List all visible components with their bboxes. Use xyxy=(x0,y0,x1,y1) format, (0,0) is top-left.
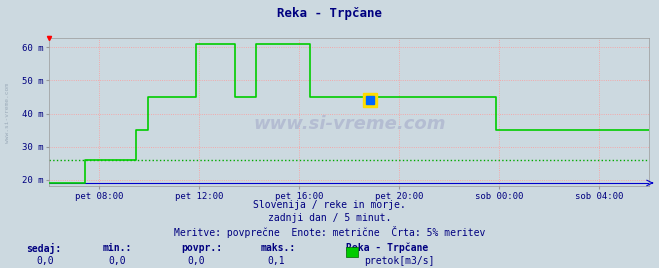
Text: 0,0: 0,0 xyxy=(36,256,54,266)
Text: pretok[m3/s]: pretok[m3/s] xyxy=(364,256,435,266)
Text: Slovenija / reke in morje.: Slovenija / reke in morje. xyxy=(253,200,406,210)
Text: maks.:: maks.: xyxy=(260,243,295,252)
Text: www.si-vreme.com: www.si-vreme.com xyxy=(5,83,11,143)
Text: sedaj:: sedaj: xyxy=(26,243,61,254)
Text: Reka - Trpčane: Reka - Trpčane xyxy=(277,7,382,20)
Text: www.si-vreme.com: www.si-vreme.com xyxy=(253,115,445,133)
Text: 0,0: 0,0 xyxy=(188,256,206,266)
Text: zadnji dan / 5 minut.: zadnji dan / 5 minut. xyxy=(268,213,391,223)
Text: min.:: min.: xyxy=(102,243,132,252)
Text: Meritve: povprečne  Enote: metrične  Črta: 5% meritev: Meritve: povprečne Enote: metrične Črta:… xyxy=(174,226,485,239)
Text: Reka - Trpčane: Reka - Trpčane xyxy=(346,243,428,253)
Text: povpr.:: povpr.: xyxy=(181,243,222,252)
Text: 0,1: 0,1 xyxy=(267,256,285,266)
Text: 0,0: 0,0 xyxy=(109,256,127,266)
